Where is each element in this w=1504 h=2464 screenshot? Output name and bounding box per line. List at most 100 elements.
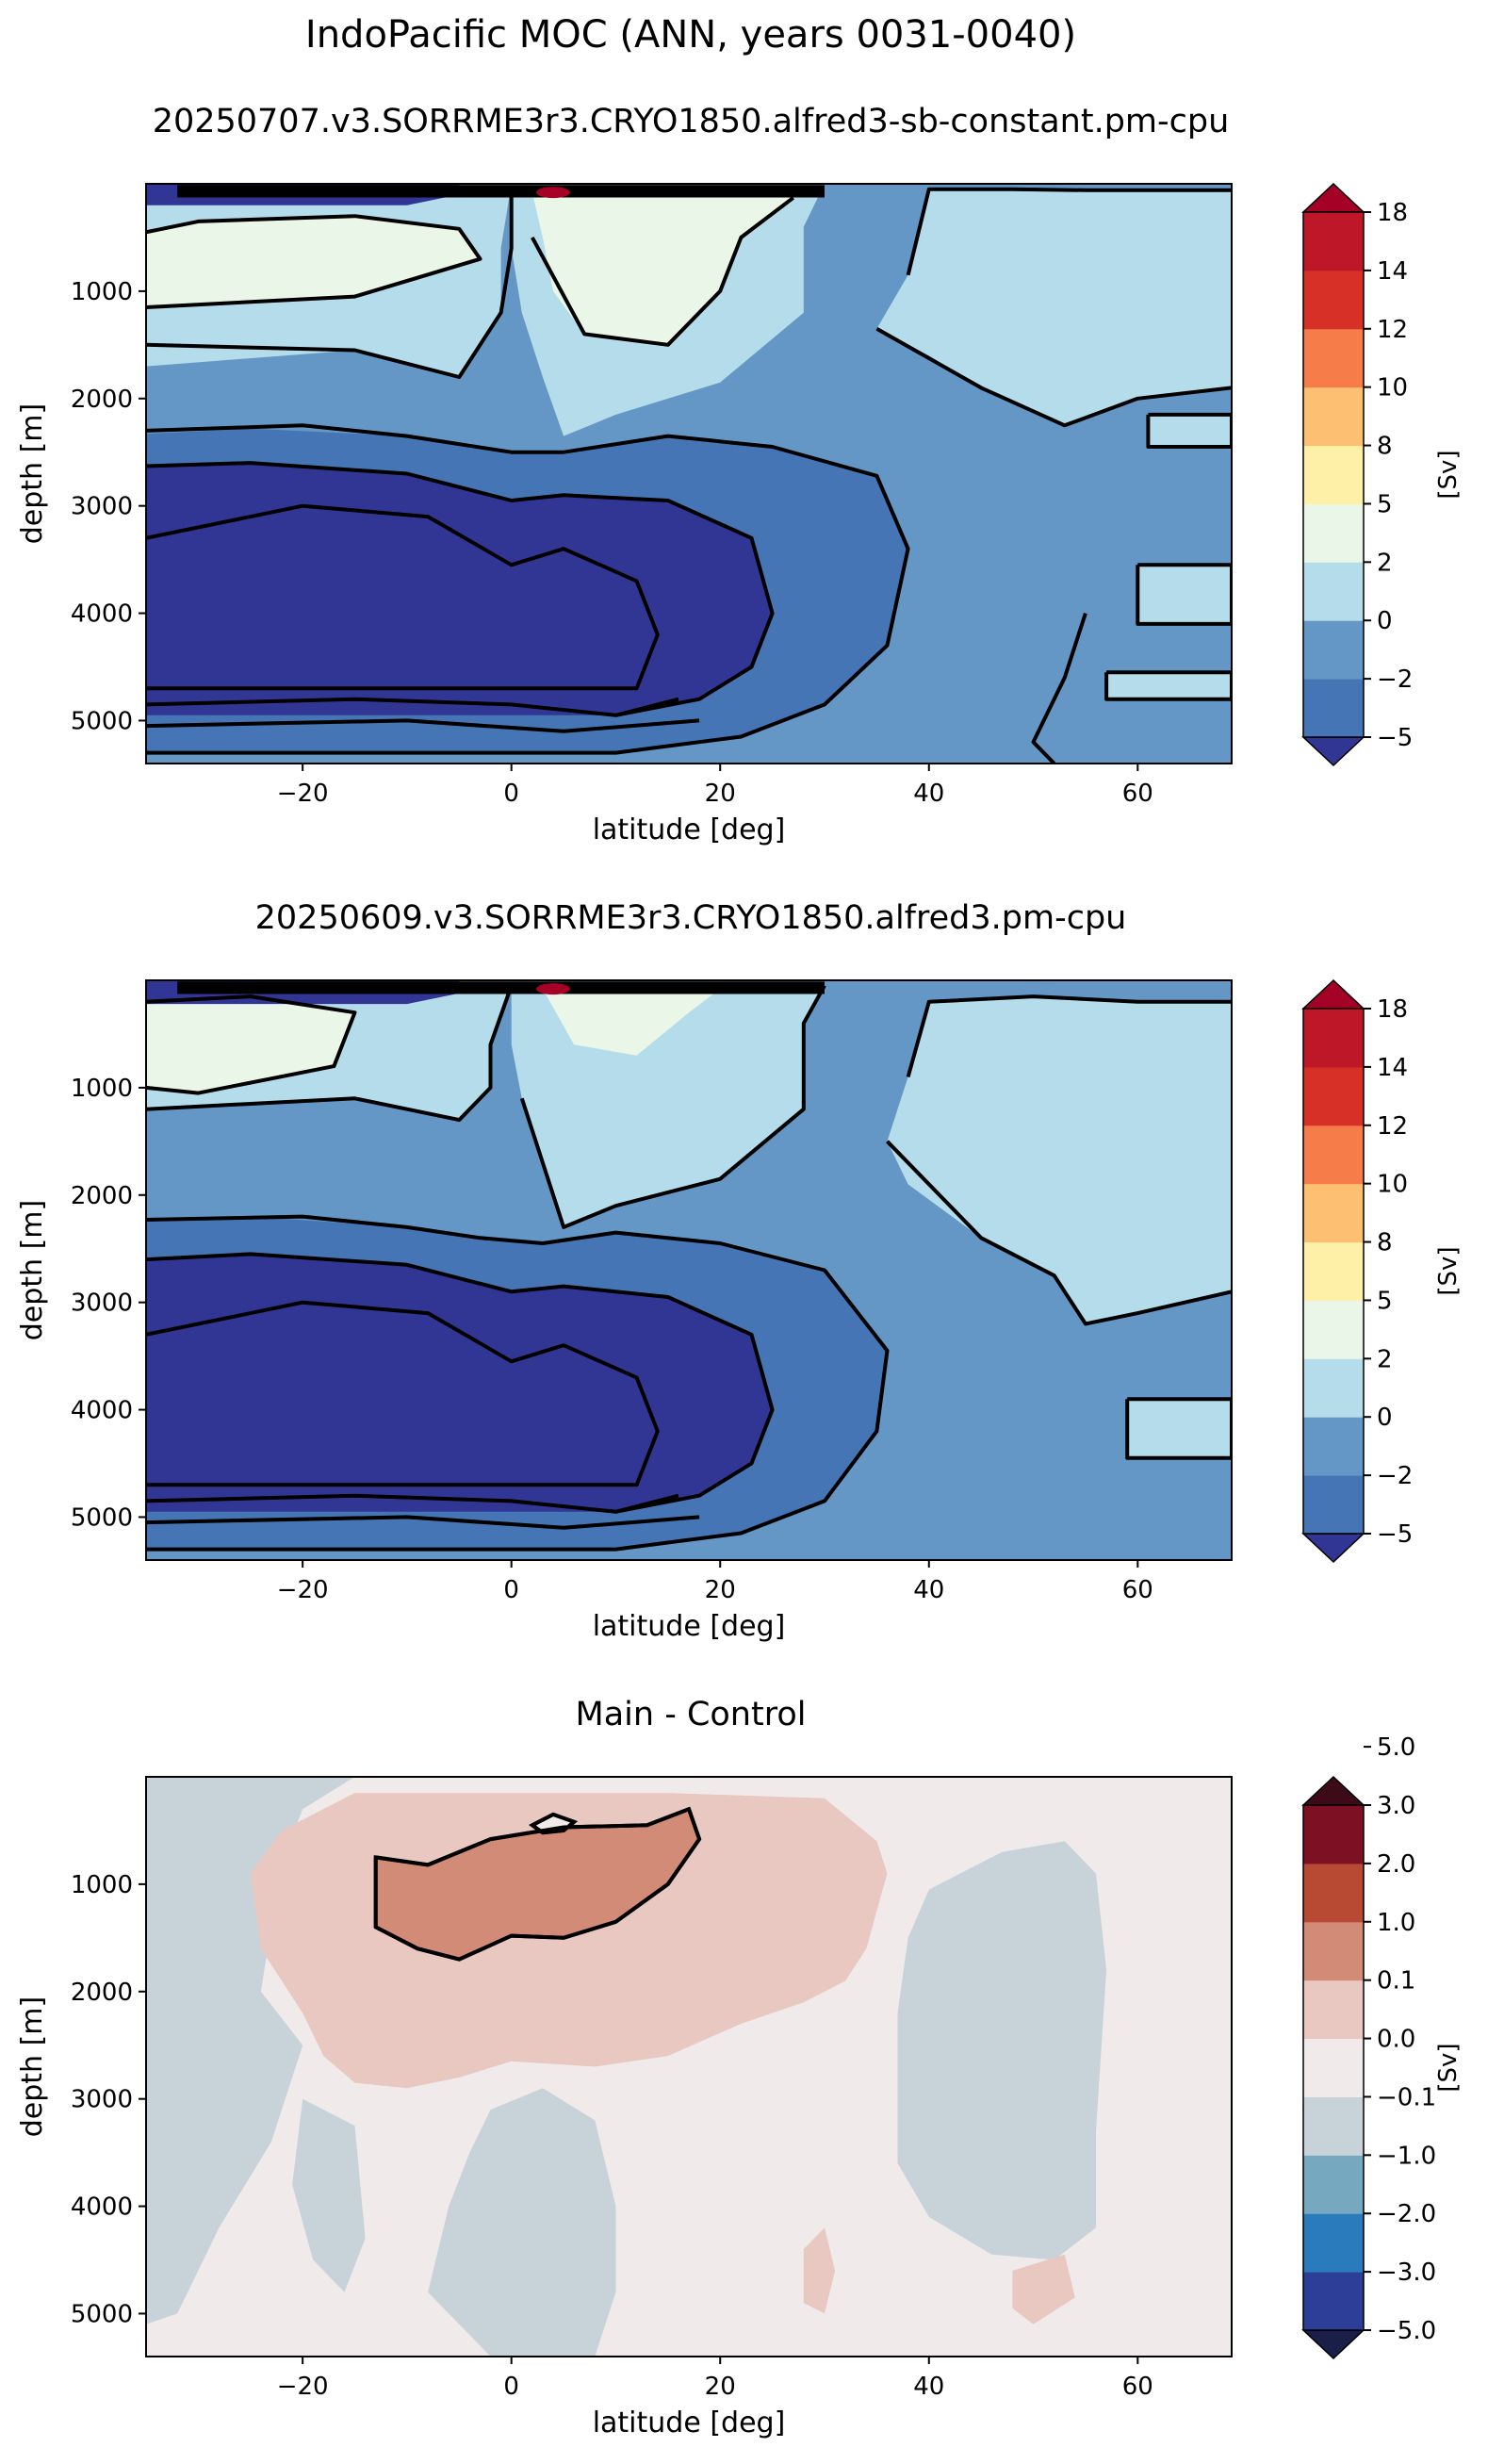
contour-line-9 (146, 994, 357, 1095)
contour-line-6 (531, 196, 795, 347)
colorbar-tick-label: 10 (1377, 1171, 1408, 1199)
x-tick-label: 60 (1122, 2373, 1153, 2401)
colorbar-segment (1303, 1358, 1364, 1418)
colorbar-segment (1303, 1979, 1364, 2040)
contour-line-1 (146, 423, 910, 755)
colorbar-segment (1303, 1241, 1364, 1301)
colorbar-tick-label: 12 (1377, 1112, 1408, 1141)
contour-line-11 (1136, 563, 1232, 626)
colorbar-segment (1303, 1417, 1364, 1476)
contour-line-8 (875, 327, 1232, 428)
colorbar-tick-label: 8 (1377, 1229, 1393, 1257)
y-tick-label: 5000 (71, 1503, 133, 1532)
y-tick-label: 4000 (71, 2193, 133, 2222)
contour-line-2 (146, 1300, 660, 1487)
y-axis-label: depth [m] (16, 1200, 49, 1341)
colorbar-segment (1303, 1475, 1364, 1535)
x-axis-label: latitude [deg] (593, 2407, 786, 2439)
colorbar-segment (1303, 1805, 1364, 1864)
contour-line-13 (146, 461, 775, 717)
colorbar-tick-label: 18 (1377, 199, 1408, 227)
contour-region-near_surface-8 (531, 189, 793, 345)
contour-region-upper_cell-12 (1106, 672, 1232, 699)
colorbar-label: [Sv] (1434, 1246, 1463, 1295)
y-tick-label: 5000 (71, 707, 133, 735)
contour-line-10 (1146, 412, 1232, 449)
colorbar-frame (1302, 1008, 1365, 1535)
contour-line-7 (906, 187, 1232, 276)
colorbar-segment (1303, 1066, 1364, 1126)
x-tick-label: 20 (705, 780, 736, 808)
contour-region-deep_cell-3 (146, 463, 773, 715)
colorbar-tick-label: 0.1 (1377, 1967, 1415, 1996)
y-tick-label: 3000 (71, 493, 133, 521)
colorbar-segment (1303, 212, 1364, 271)
surface-band (177, 185, 825, 199)
contour-line-1 (146, 1214, 890, 1552)
contour-lines (146, 187, 1232, 764)
contour-line-4 (146, 1515, 700, 1530)
y-axis-label: depth [m] (16, 403, 49, 545)
contour-region-upper_cell-6 (876, 189, 1232, 426)
contour-region-upper_cell-10 (1127, 1399, 1232, 1458)
surface-max-patch (536, 983, 570, 995)
colorbar: −5 −2 0 2 5 8 10 12 14 18 [Sv] (1301, 978, 1463, 1564)
colorbar-segment (1303, 679, 1364, 738)
colorbar-extend-max (1301, 978, 1365, 1010)
panel-title: Main - Control (576, 1696, 807, 1733)
colorbar-tick-label: −5 (1377, 1520, 1413, 1549)
colorbar-extend-min (1301, 2329, 1365, 2360)
contour-line-14 (1031, 612, 1087, 764)
colorbar-segment (1303, 270, 1364, 330)
colorbar-segment (1303, 620, 1364, 680)
colorbar-extend-min (1301, 1533, 1365, 1564)
colorbar-tick-label: 14 (1377, 1054, 1408, 1082)
x-tick-label: −20 (277, 1576, 329, 1604)
y-tick-label: 1000 (71, 278, 133, 306)
contour-region-deep_cell-3 (146, 1254, 773, 1512)
colorbar-segment (1303, 562, 1364, 621)
colorbar-frame (1302, 1804, 1365, 2331)
colorbar-tick-label: 5.0 (1377, 1733, 1415, 1762)
contour-region-near_surface-7 (146, 216, 481, 307)
y-tick-label: 5000 (71, 2300, 133, 2328)
colorbar-tick-label: 14 (1377, 257, 1408, 286)
filled-contours (146, 1777, 1232, 2357)
colorbar-label: [Sv] (1434, 450, 1463, 499)
y-tick-label: 2000 (71, 1979, 133, 2007)
y-tick-label: 1000 (71, 1075, 133, 1103)
colorbar-tick-label: 2 (1377, 1345, 1393, 1373)
surface-band (177, 981, 825, 995)
chart-panel-3: −20 0 20 40 60 1000 2000 3000 4000 5000 latitude [… (16, 1696, 1463, 2439)
colorbar-tick-label: −0.1 (1377, 2083, 1436, 2111)
panel-title: 20250609.v3.SORRME3r3.CRYO1850.alfred3.p… (255, 899, 1127, 937)
colorbar-tick-label: −2 (1377, 665, 1413, 694)
contour-region-positive-7 (1012, 2254, 1075, 2324)
plot-frame (145, 979, 1233, 1561)
colorbar-segment (1303, 1009, 1364, 1068)
x-tick-label: 40 (913, 780, 944, 808)
colorbar-segment (1303, 1300, 1364, 1359)
x-axis-label: latitude [deg] (593, 1610, 786, 1643)
colorbar-extend-max (1301, 182, 1365, 213)
colorbar-tick-label: −5.0 (1377, 2317, 1436, 2345)
contour-line-10 (1125, 1397, 1232, 1460)
x-tick-label: −20 (277, 780, 329, 808)
colorbar-tick-label: 18 (1377, 995, 1408, 1024)
colorbar-extend-min (1301, 736, 1365, 767)
x-tick-label: 0 (503, 780, 519, 808)
surface-max-patch (536, 187, 570, 199)
y-tick-label: 2000 (71, 1182, 133, 1210)
filled-contours (146, 980, 1232, 1560)
contour-lines (373, 1807, 702, 1962)
colorbar-segment (1303, 2155, 1364, 2214)
colorbar-tick-label: 2 (1377, 549, 1393, 577)
colorbar-segment (1303, 2213, 1364, 2273)
colorbar-segment (1303, 503, 1364, 563)
contour-line-6 (519, 984, 826, 1229)
colorbar-tick-label: −2.0 (1377, 2200, 1436, 2228)
colorbar-segment (1303, 2272, 1364, 2331)
